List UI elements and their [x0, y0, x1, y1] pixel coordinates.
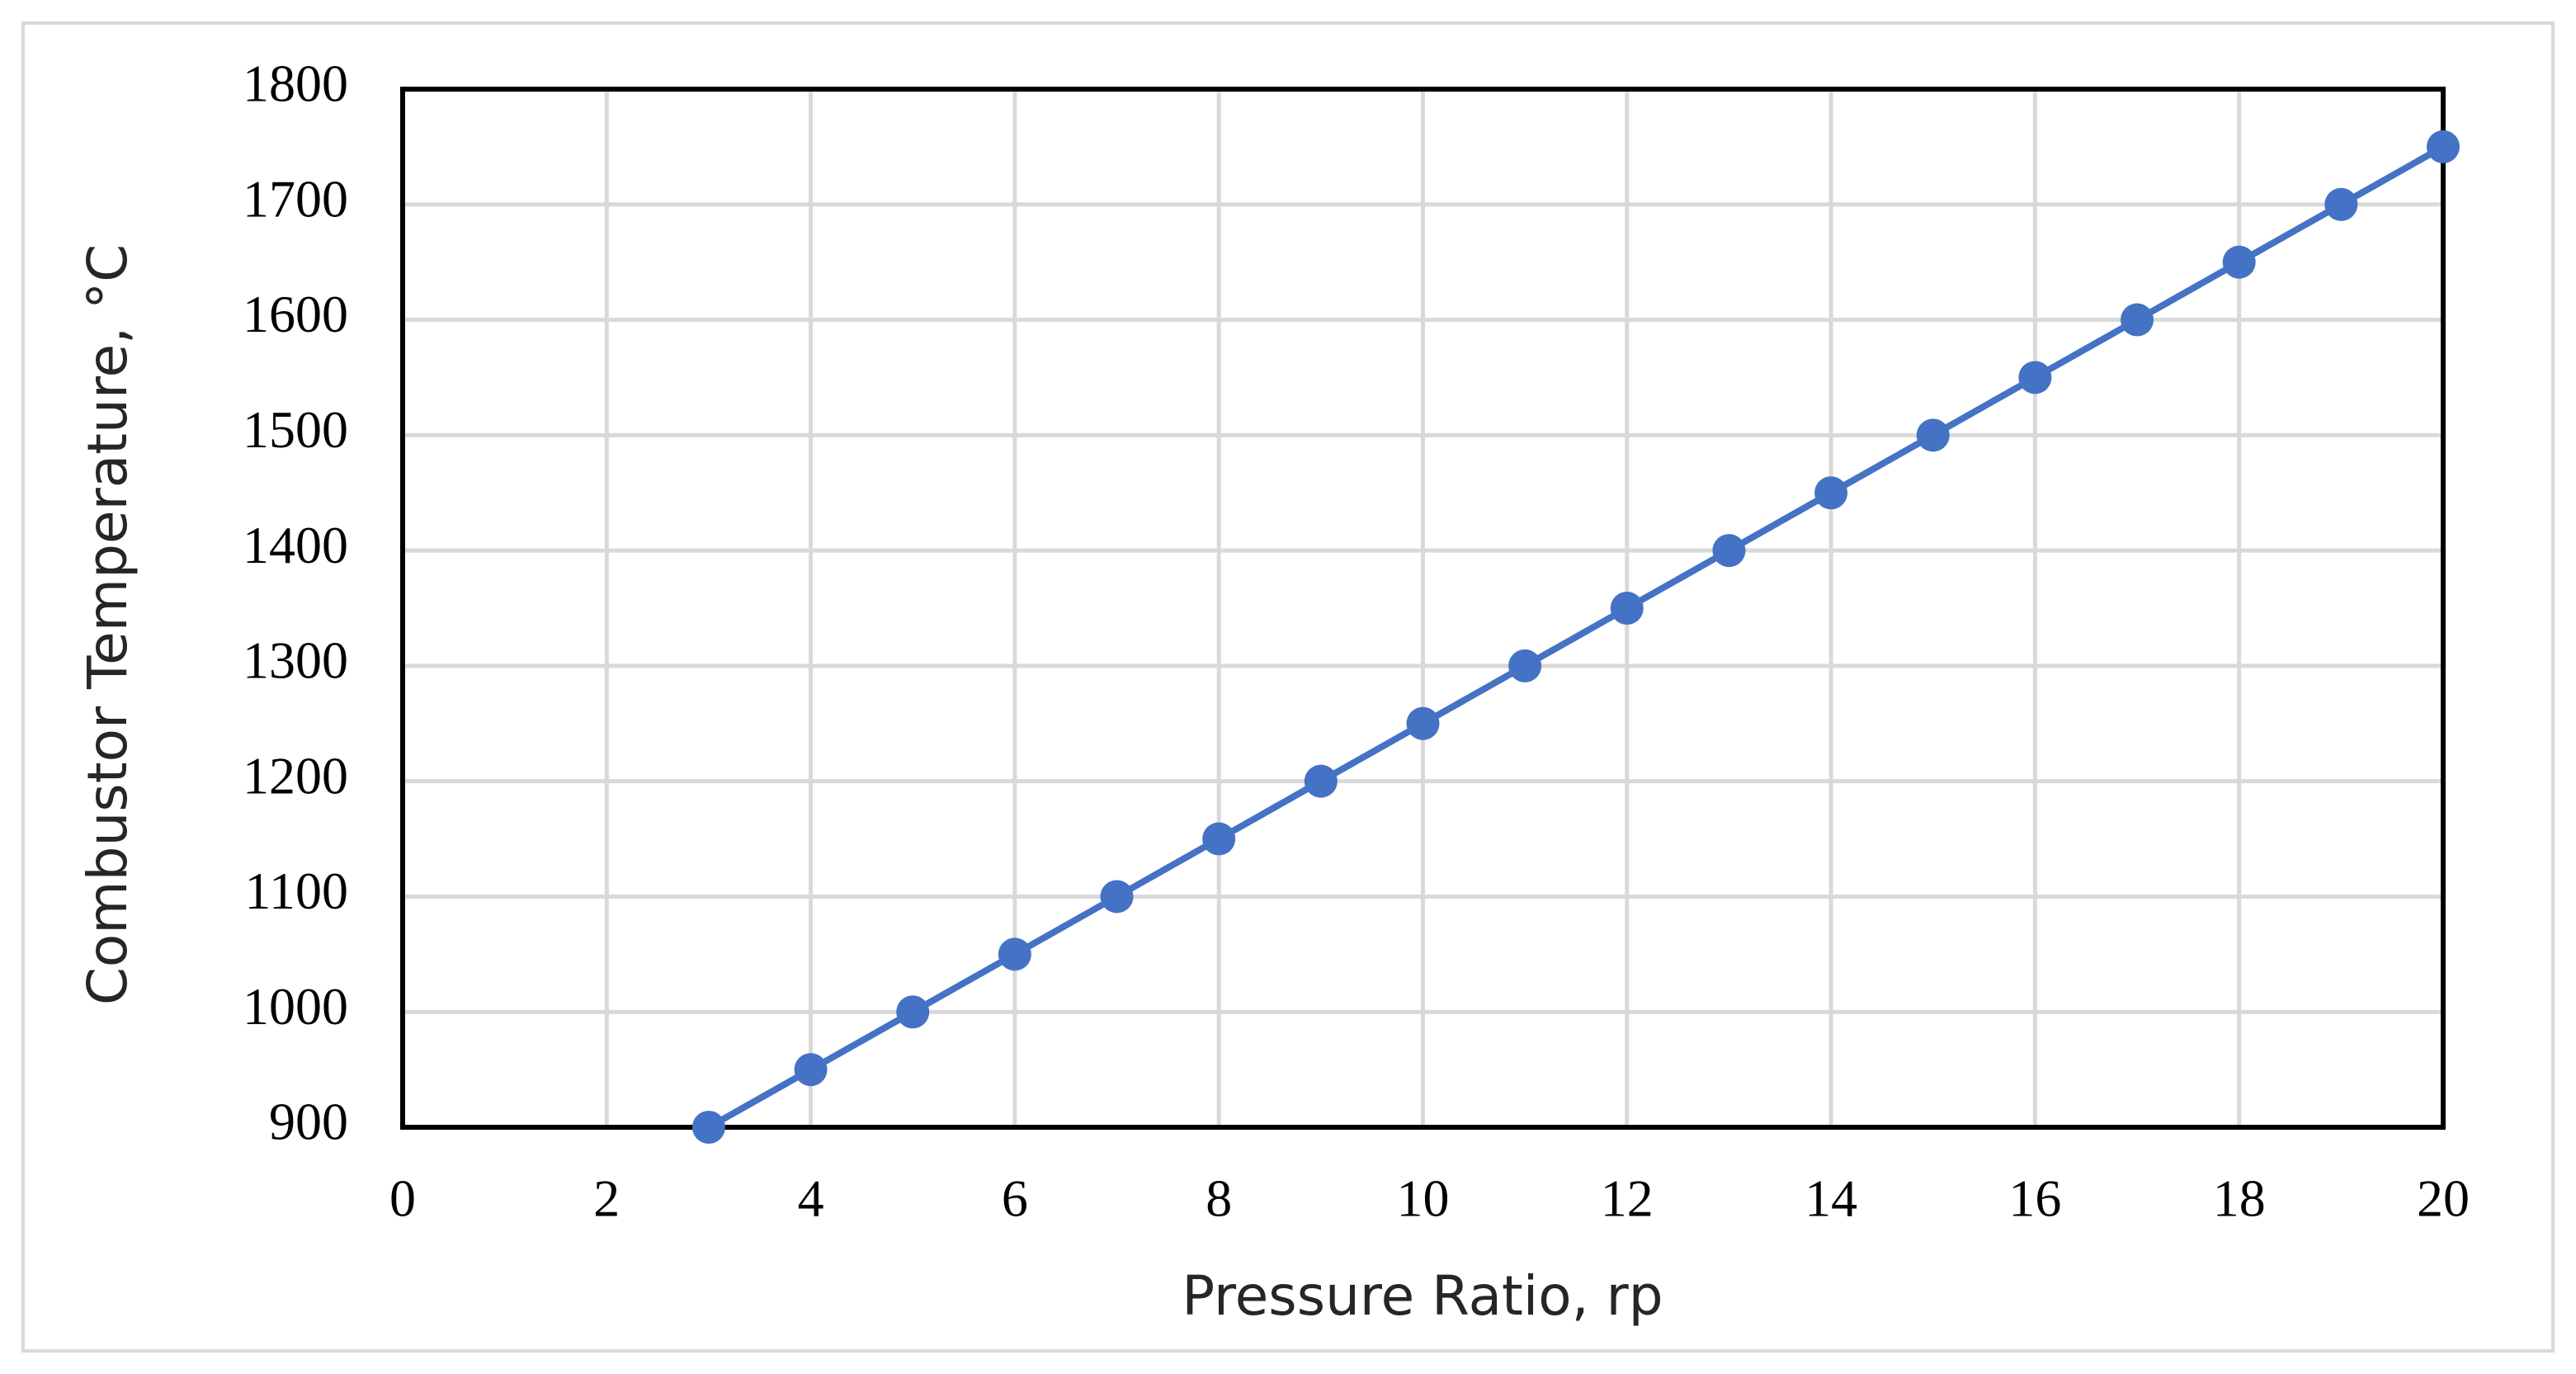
x-tick-label: 18: [2213, 1169, 2266, 1228]
data-marker: [1202, 822, 1236, 856]
data-marker: [998, 937, 1031, 971]
data-marker: [1406, 706, 1440, 740]
data-marker: [896, 995, 930, 1029]
y-tick-label: 1600: [243, 285, 348, 343]
data-marker: [1508, 649, 1542, 682]
x-tick-label: 8: [1205, 1169, 1232, 1228]
x-tick-label: 12: [1601, 1169, 1654, 1228]
y-tick-label: 1700: [243, 169, 348, 228]
data-marker: [2427, 130, 2460, 163]
y-tick-label: 1400: [243, 516, 348, 574]
x-tick-label: 16: [2008, 1169, 2061, 1228]
x-tick-label: 10: [1397, 1169, 1450, 1228]
plot-border: [400, 87, 2446, 1130]
y-tick-label: 900: [269, 1093, 348, 1151]
y-tick-label: 1300: [243, 631, 348, 690]
x-tick-label: 14: [1805, 1169, 1857, 1228]
data-marker: [1712, 534, 1746, 568]
data-marker: [691, 1111, 725, 1144]
x-tick-label: 20: [2417, 1169, 2470, 1228]
x-tick-label: 4: [798, 1169, 824, 1228]
y-tick-label: 1800: [243, 54, 348, 113]
data-marker: [2018, 361, 2052, 394]
data-line: [706, 144, 2445, 1131]
y-tick-label: 1500: [243, 400, 348, 459]
x-tick-label: 2: [593, 1169, 620, 1228]
data-marker: [1304, 764, 1338, 798]
y-tick-label: 1000: [243, 977, 348, 1036]
data-marker: [1814, 476, 1848, 510]
y-axis-title: Combustor Temperature, °C: [76, 244, 139, 1005]
x-tick-label: 6: [1002, 1169, 1028, 1228]
y-tick-label: 1200: [243, 746, 348, 805]
data-marker: [1610, 592, 1644, 625]
x-tick-label: 0: [389, 1169, 416, 1228]
data-marker: [794, 1053, 828, 1087]
data-marker: [2222, 245, 2256, 279]
data-marker: [1916, 418, 1950, 452]
data-marker: [2121, 303, 2154, 337]
x-axis-title: Pressure Ratio, rp: [1182, 1264, 1663, 1328]
data-marker: [1100, 880, 1134, 914]
y-tick-label: 1100: [244, 862, 348, 920]
data-marker: [2324, 187, 2358, 221]
